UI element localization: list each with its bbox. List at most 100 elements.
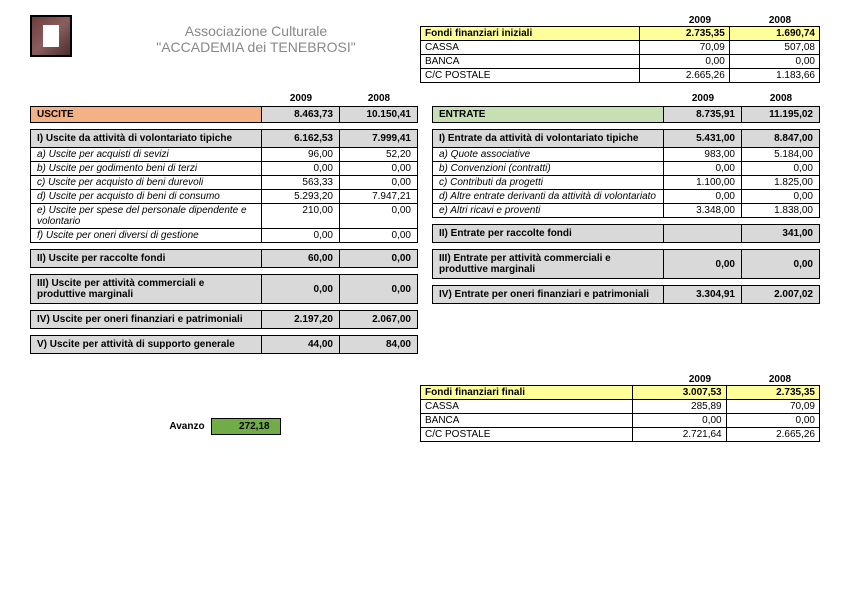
table-cell: 0,00 bbox=[633, 414, 726, 428]
entrate-column: 20092008 ENTRATE 8.735,91 11.195,02 I) E… bbox=[432, 93, 820, 354]
table-cell: 285,89 bbox=[633, 400, 726, 414]
entrate-s3: III) Entrate per attività commerciali e … bbox=[433, 250, 663, 278]
val: 0,00 bbox=[741, 250, 819, 278]
uscite-s1-v1: 6.162,53 bbox=[261, 130, 339, 147]
fondi-finali-block: 2009 2008 Fondi finanziari finali 3.007,… bbox=[420, 374, 820, 442]
fondi-iniziali-block: 2009 2008 Fondi finanziari iniziali 2.73… bbox=[420, 15, 820, 83]
year-label: 2008 bbox=[742, 93, 820, 104]
val: 3.304,91 bbox=[663, 286, 741, 303]
table-cell: 0,00 bbox=[729, 55, 819, 69]
val: 2.067,00 bbox=[339, 311, 417, 328]
entrate-title: ENTRATE bbox=[433, 107, 663, 122]
table-cell: 507,08 bbox=[729, 41, 819, 55]
table-row: CASSA bbox=[421, 41, 640, 55]
avanzo-row: Avanzo 272,18 bbox=[169, 418, 280, 435]
uscite-s3: III) Uscite per attività commerciali e p… bbox=[31, 275, 261, 303]
fondi-iniziali-v2: 1.690,74 bbox=[729, 27, 819, 41]
sub-val: 0,00 bbox=[339, 162, 417, 175]
uscite-s5: V) Uscite per attività di supporto gener… bbox=[31, 336, 261, 353]
sub-val: 5.293,20 bbox=[261, 190, 339, 203]
year-label: 2009 bbox=[262, 93, 340, 104]
fondi-iniziali-table: Fondi finanziari iniziali 2.735,35 1.690… bbox=[420, 26, 820, 83]
val: 0,00 bbox=[261, 275, 339, 303]
title-line1: Associazione Culturale bbox=[92, 23, 420, 39]
table-row: C/C POSTALE bbox=[421, 69, 640, 83]
fondi-finali-v2: 2.735,35 bbox=[726, 386, 819, 400]
sub-val: 5.184,00 bbox=[741, 148, 819, 161]
entrate-s4: IV) Entrate per oneri finanziari e patri… bbox=[433, 286, 663, 303]
fondi-finali-table: Fondi finanziari finali 3.007,53 2.735,3… bbox=[420, 385, 820, 442]
year-label: 2009 bbox=[664, 93, 742, 104]
sub-val: 0,00 bbox=[261, 229, 339, 242]
table-row: BANCA bbox=[421, 414, 633, 428]
val: 44,00 bbox=[261, 336, 339, 353]
sub-val: 3.348,00 bbox=[663, 204, 741, 217]
val: 0,00 bbox=[339, 250, 417, 267]
sub-val: 1.825,00 bbox=[741, 176, 819, 189]
sub-val: 0,00 bbox=[339, 204, 417, 228]
sub-val: 7.947,21 bbox=[339, 190, 417, 203]
entrate-tot2: 11.195,02 bbox=[741, 107, 819, 122]
fondi-iniziali-header: Fondi finanziari iniziali bbox=[421, 27, 640, 41]
val: 2.197,20 bbox=[261, 311, 339, 328]
sub-val: 52,20 bbox=[339, 148, 417, 161]
entrate-tot1: 8.735,91 bbox=[663, 107, 741, 122]
year-2008: 2008 bbox=[740, 15, 820, 26]
uscite-s1-label: I) Uscite da attività di volontariato ti… bbox=[31, 130, 261, 147]
sub-row: e) Uscite per spese del personale dipend… bbox=[31, 204, 261, 228]
year-label: 2008 bbox=[340, 93, 418, 104]
val: 0,00 bbox=[339, 275, 417, 303]
title-block: Associazione Culturale "ACCADEMIA dei TE… bbox=[92, 15, 420, 55]
sub-val: 0,00 bbox=[261, 162, 339, 175]
sub-val: 0,00 bbox=[339, 229, 417, 242]
val bbox=[663, 225, 741, 242]
sub-val: 0,00 bbox=[741, 190, 819, 203]
table-row: BANCA bbox=[421, 55, 640, 69]
sub-row: c) Uscite per acquisto di beni durevoli bbox=[31, 176, 261, 189]
sub-val: 1.838,00 bbox=[741, 204, 819, 217]
uscite-title: USCITE bbox=[31, 107, 261, 122]
avanzo-value: 272,18 bbox=[211, 418, 281, 435]
sub-val: 563,33 bbox=[261, 176, 339, 189]
logo bbox=[30, 15, 72, 57]
val: 84,00 bbox=[339, 336, 417, 353]
sub-row: e) Altri ricavi e proventi bbox=[433, 204, 663, 217]
table-cell: 0,00 bbox=[639, 55, 729, 69]
table-cell: 2.665,26 bbox=[639, 69, 729, 83]
sub-val: 0,00 bbox=[741, 162, 819, 175]
val: 5.431,00 bbox=[663, 130, 741, 147]
uscite-tot1: 8.463,73 bbox=[261, 107, 339, 122]
sub-row: c) Contributi da progetti bbox=[433, 176, 663, 189]
val: 0,00 bbox=[663, 250, 741, 278]
sub-val: 1.100,00 bbox=[663, 176, 741, 189]
sub-row: a) Quote associative bbox=[433, 148, 663, 161]
table-row: CASSA bbox=[421, 400, 633, 414]
uscite-tot2: 10.150,41 bbox=[339, 107, 417, 122]
sub-row: d) Uscite per acquisto di beni di consum… bbox=[31, 190, 261, 203]
val: 60,00 bbox=[261, 250, 339, 267]
year-label: 2009 bbox=[660, 374, 740, 385]
sub-val: 96,00 bbox=[261, 148, 339, 161]
uscite-s4: IV) Uscite per oneri finanziari e patrim… bbox=[31, 311, 261, 328]
fondi-iniziali-v1: 2.735,35 bbox=[639, 27, 729, 41]
val: 8.847,00 bbox=[741, 130, 819, 147]
avanzo-label: Avanzo bbox=[169, 421, 204, 432]
table-row: C/C POSTALE bbox=[421, 428, 633, 442]
val: 341,00 bbox=[741, 225, 819, 242]
sub-val: 0,00 bbox=[663, 190, 741, 203]
fondi-finali-header: Fondi finanziari finali bbox=[421, 386, 633, 400]
sub-val: 0,00 bbox=[339, 176, 417, 189]
sub-val: 210,00 bbox=[261, 204, 339, 228]
table-cell: 0,00 bbox=[726, 414, 819, 428]
sub-row: b) Uscite per godimento beni di terzi bbox=[31, 162, 261, 175]
table-cell: 2.721,64 bbox=[633, 428, 726, 442]
year-2009: 2009 bbox=[660, 15, 740, 26]
table-cell: 2.665,26 bbox=[726, 428, 819, 442]
sub-val: 0,00 bbox=[663, 162, 741, 175]
table-cell: 1.183,66 bbox=[729, 69, 819, 83]
fondi-finali-v1: 3.007,53 bbox=[633, 386, 726, 400]
uscite-column: 20092008 USCITE 8.463,73 10.150,41 I) Us… bbox=[30, 93, 418, 354]
table-cell: 70,09 bbox=[639, 41, 729, 55]
sub-row: d) Altre entrate derivanti da attività d… bbox=[433, 190, 663, 203]
title-line2: "ACCADEMIA dei TENEBROSI" bbox=[92, 39, 420, 55]
